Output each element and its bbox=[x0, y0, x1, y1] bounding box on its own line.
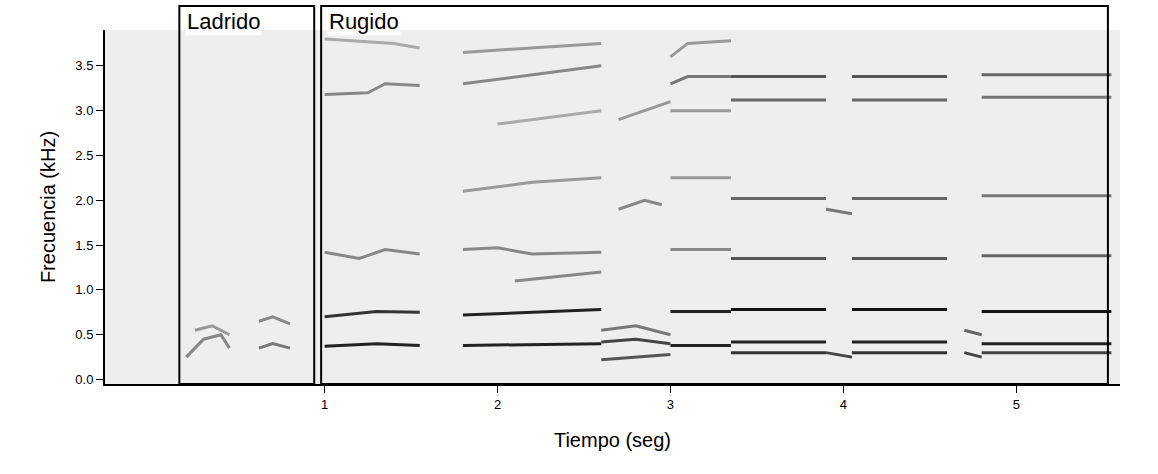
svg-text:Ladrido: Ladrido bbox=[187, 9, 260, 34]
svg-text:Tiempo (seg): Tiempo (seg) bbox=[554, 429, 671, 451]
svg-text:Frecuencia (kHz): Frecuencia (kHz) bbox=[37, 131, 59, 283]
svg-text:3: 3 bbox=[667, 397, 674, 412]
svg-text:1.0: 1.0 bbox=[75, 282, 93, 297]
svg-text:2.0: 2.0 bbox=[75, 193, 93, 208]
svg-text:1.5: 1.5 bbox=[75, 238, 93, 253]
svg-text:4: 4 bbox=[840, 397, 847, 412]
svg-text:3.0: 3.0 bbox=[75, 103, 93, 118]
svg-text:3.5: 3.5 bbox=[75, 58, 93, 73]
svg-text:5: 5 bbox=[1013, 397, 1020, 412]
svg-text:2: 2 bbox=[494, 397, 501, 412]
svg-text:0.0: 0.0 bbox=[75, 372, 93, 387]
svg-text:1: 1 bbox=[321, 397, 328, 412]
svg-text:2.5: 2.5 bbox=[75, 148, 93, 163]
svg-text:0.5: 0.5 bbox=[75, 327, 93, 342]
svg-text:Rugido: Rugido bbox=[329, 9, 399, 34]
